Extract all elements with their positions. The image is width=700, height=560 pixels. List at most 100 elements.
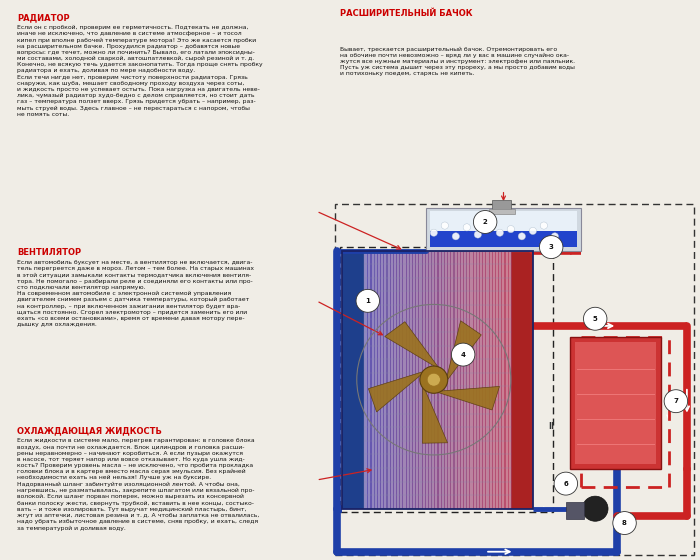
Bar [495, 251, 499, 508]
Circle shape [540, 236, 563, 259]
Text: Если жидкости в системе мало, перегрев гарантирован: в головке блока
воздух, она: Если жидкости в системе мало, перегрев г… [18, 438, 260, 530]
Bar [566, 502, 584, 520]
Bar [575, 342, 656, 464]
Circle shape [420, 366, 448, 393]
Text: 4: 4 [461, 352, 466, 358]
Polygon shape [368, 371, 424, 412]
Circle shape [441, 222, 449, 229]
Bar [441, 251, 445, 508]
Circle shape [508, 226, 514, 233]
Circle shape [582, 496, 608, 521]
Bar [431, 251, 435, 508]
Bar [473, 251, 477, 508]
Text: 8: 8 [622, 520, 627, 526]
Bar [454, 251, 458, 508]
Bar [399, 251, 403, 508]
Polygon shape [437, 386, 500, 410]
Circle shape [452, 233, 459, 240]
Bar [377, 251, 382, 508]
Bar [402, 251, 407, 508]
Bar [421, 251, 426, 508]
Text: 7: 7 [673, 398, 678, 404]
Bar [428, 251, 432, 508]
Text: Бывает, трескается расширительный бачок. Отремонтировать его
на обочине почти не: Бывает, трескается расширительный бачок.… [340, 46, 575, 76]
Bar [409, 251, 413, 508]
Bar [380, 251, 384, 508]
Circle shape [518, 233, 526, 240]
Bar [374, 251, 378, 508]
Bar [405, 251, 410, 508]
Bar [489, 251, 493, 508]
Circle shape [463, 224, 470, 231]
Text: 5: 5 [593, 316, 598, 322]
Text: 1: 1 [365, 298, 370, 304]
Bar [482, 251, 486, 508]
Circle shape [496, 229, 503, 236]
Circle shape [356, 290, 379, 312]
Bar [489, 209, 514, 214]
Circle shape [584, 307, 607, 330]
Text: 3: 3 [549, 244, 554, 250]
Bar [460, 251, 464, 508]
Bar [470, 251, 474, 508]
Bar [419, 251, 423, 508]
Circle shape [540, 222, 547, 229]
Bar [450, 251, 454, 508]
Polygon shape [422, 386, 447, 443]
Circle shape [452, 343, 475, 366]
Circle shape [529, 227, 536, 235]
Circle shape [551, 233, 559, 240]
Text: Если автомобиль буксует на месте, а вентилятор не включается, двига-
тель перегр: Если автомобиль буксует на месте, а вент… [18, 260, 254, 327]
Bar [485, 251, 489, 508]
Bar [491, 251, 496, 508]
Circle shape [474, 231, 482, 238]
Bar [456, 251, 461, 508]
Bar [393, 251, 397, 508]
Text: ВЕНТИЛЯТОР: ВЕНТИЛЯТОР [18, 249, 81, 258]
Bar [476, 251, 480, 508]
Bar [342, 251, 533, 508]
Bar [466, 251, 470, 508]
Circle shape [485, 222, 493, 229]
Circle shape [612, 512, 636, 534]
Bar [447, 251, 452, 508]
Circle shape [554, 472, 577, 495]
Bar [570, 337, 662, 469]
Bar [430, 211, 577, 233]
Circle shape [430, 229, 438, 236]
Bar [508, 251, 512, 508]
Bar [364, 251, 368, 508]
Bar [364, 251, 511, 508]
Bar [340, 247, 553, 512]
Polygon shape [385, 321, 439, 368]
Bar [444, 251, 448, 508]
Text: II: II [548, 422, 554, 431]
Bar [368, 251, 372, 508]
Bar [493, 200, 511, 211]
Bar [498, 251, 503, 508]
Bar [438, 251, 442, 508]
Bar [342, 251, 364, 508]
Text: 6: 6 [564, 480, 568, 487]
Bar [390, 251, 394, 508]
Circle shape [427, 373, 440, 386]
Bar [425, 251, 429, 508]
Circle shape [664, 390, 687, 413]
Bar [479, 251, 483, 508]
Text: ОХЛАЖДАЮЩАЯ ЖИДКОСТЬ: ОХЛАЖДАЮЩАЯ ЖИДКОСТЬ [18, 427, 162, 436]
Bar [415, 251, 419, 508]
Bar [501, 251, 505, 508]
Text: Если он с пробкой, проверим ее герметичность. Подтекать не должна,
иначе не искл: Если он с пробкой, проверим ее герметичн… [18, 25, 263, 116]
Bar [396, 251, 400, 508]
Polygon shape [447, 321, 482, 381]
Circle shape [473, 211, 497, 234]
Text: 2: 2 [483, 219, 487, 225]
Bar [505, 251, 509, 508]
Text: РАСШИРИТЕЛЬНЫЙ БАЧОК: РАСШИРИТЕЛЬНЫЙ БАЧОК [340, 9, 472, 18]
Bar [511, 251, 533, 508]
Bar [386, 251, 391, 508]
Bar [412, 251, 416, 508]
Bar [430, 231, 577, 247]
Text: РАДИАТОР: РАДИАТОР [18, 13, 70, 22]
Bar [426, 208, 580, 251]
